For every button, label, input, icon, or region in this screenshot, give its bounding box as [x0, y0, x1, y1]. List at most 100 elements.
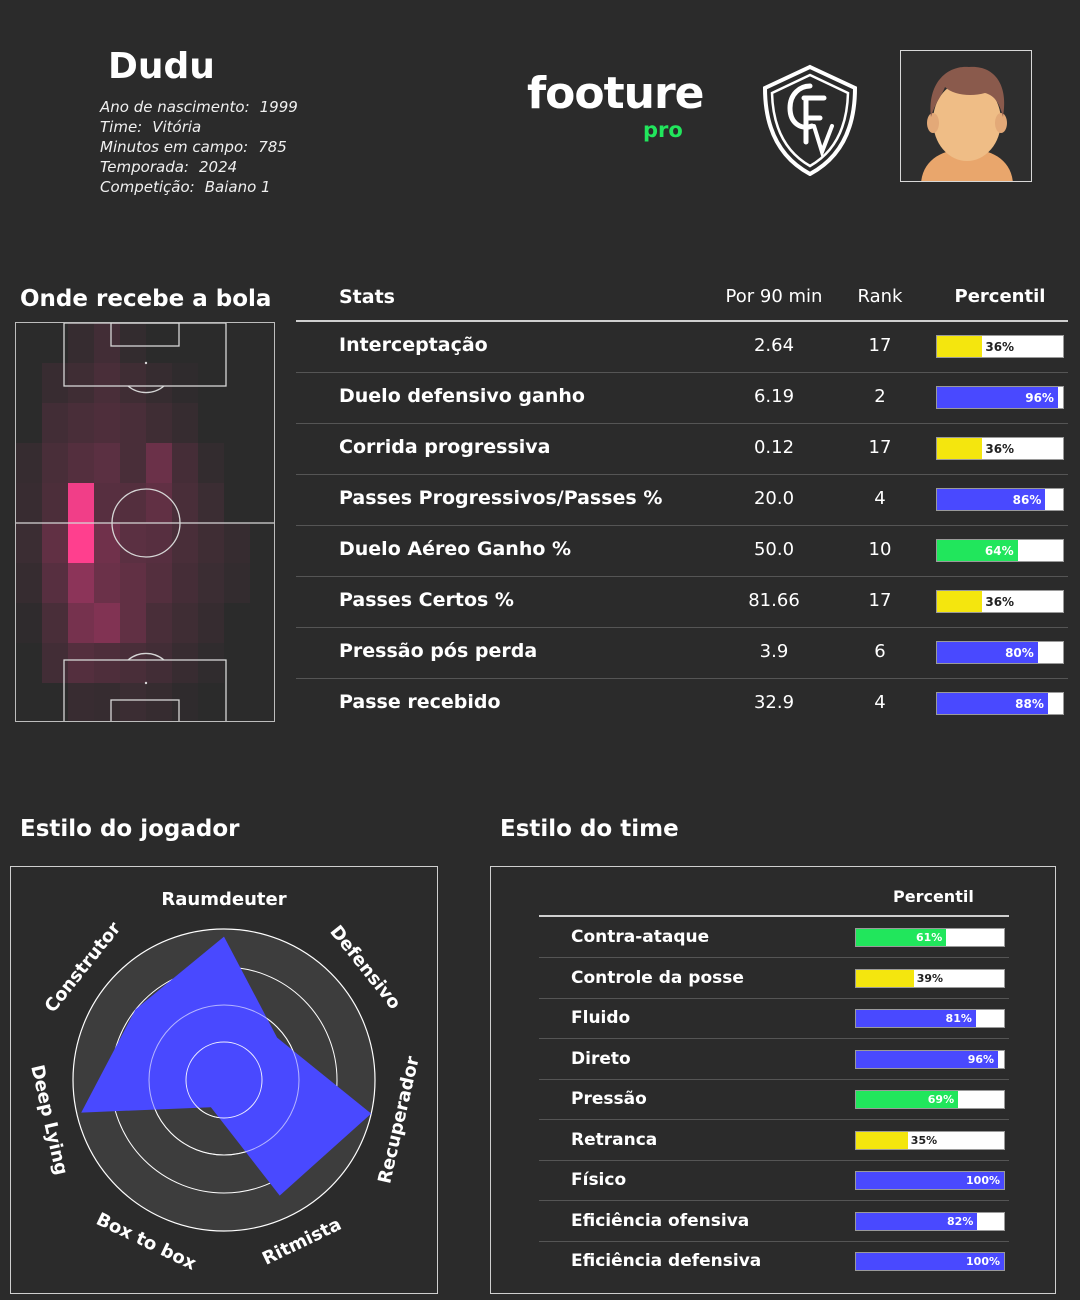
heatmap-cell	[120, 643, 146, 683]
player-style-radar: Raumdeuter Defensivo Recuperador Ritmista Bo…	[10, 866, 438, 1294]
percentile-fill	[937, 591, 983, 612]
player-info-line: Competição: Baiano 1	[100, 178, 271, 196]
percentile-fill	[856, 1212, 978, 1230]
stat-per90: 2.64	[753, 335, 795, 356]
heatmap-title: Onde recebe a bola	[20, 286, 272, 312]
team-style-name: Fluido	[571, 1008, 631, 1028]
percentile-label: 96%	[1025, 390, 1054, 405]
heatmap-cell	[224, 523, 250, 563]
percentile-fill	[937, 438, 983, 459]
team-style-title: Estilo do time	[500, 816, 679, 842]
stats-row: Passe recebido 32.9 4 88%	[296, 679, 1068, 730]
stat-per90: 32.9	[753, 692, 795, 713]
percentile-fill	[856, 969, 914, 987]
heatmap-cell	[94, 403, 120, 443]
percentile-bar: 88%	[936, 692, 1064, 715]
heatmap-cell	[16, 443, 42, 483]
stat-per90: 0.12	[753, 437, 795, 458]
heatmap-cell	[120, 683, 146, 721]
player-info-value: Baiano 1	[204, 178, 271, 196]
percentile-label: 88%	[1015, 696, 1044, 711]
player-info-value: Vitória	[152, 118, 202, 136]
team-style-row: Retranca 35%	[539, 1121, 1009, 1161]
stat-rank: 4	[874, 692, 886, 713]
heatmap-cell	[120, 363, 146, 403]
pitch-svg	[16, 323, 274, 721]
stat-rank: 10	[868, 539, 892, 560]
player-info-label: Minutos em campo:	[100, 138, 249, 156]
stat-name: Interceptação	[339, 334, 488, 356]
heatmap-cell	[94, 363, 120, 403]
heatmap-cell	[146, 603, 172, 643]
team-style-row: Físico 100%	[539, 1161, 1009, 1201]
heatmap-cell	[198, 643, 224, 683]
heatmap-cell	[172, 363, 198, 403]
percentile-bar: 35%	[855, 1130, 1005, 1150]
team-style-name: Controle da posse	[571, 967, 744, 988]
heatmap-cell	[16, 563, 42, 603]
stat-rank: 17	[868, 437, 892, 458]
heatmap-cell	[42, 483, 68, 523]
percentile-fill	[856, 1091, 959, 1108]
stats-body: Interceptação 2.64 17 36% Duelo defensivo ga…	[296, 322, 1068, 730]
percentile-bar: 96%	[855, 1049, 1005, 1069]
percentile-fill	[937, 336, 983, 357]
heatmap-cell	[172, 563, 198, 603]
stats-header-rank: Rank	[857, 286, 903, 307]
heatmap-cell	[68, 323, 94, 363]
stats-row: Pressão pós perda 3.9 6 80%	[296, 628, 1068, 679]
heatmap-cell	[16, 483, 42, 523]
percentile-bar: 39%	[855, 968, 1005, 988]
percentile-fill	[856, 1172, 1004, 1189]
heatmap-cell	[172, 603, 198, 643]
player-info-label: Temporada:	[100, 158, 189, 176]
player-info-label: Ano de nascimento:	[100, 98, 250, 116]
percentile-label: 69%	[927, 1093, 955, 1106]
stat-name: Duelo Aéreo Ganho %	[339, 538, 572, 560]
percentile-bar: 100%	[855, 1171, 1005, 1190]
footure-logo: footure pro	[527, 68, 704, 143]
team-style-name: Pressão	[571, 1089, 647, 1109]
percentile-label: 39%	[916, 971, 944, 985]
player-info-value: 785	[258, 138, 287, 156]
player-info-label: Time:	[100, 118, 143, 136]
stats-header-stats: Stats	[339, 286, 395, 308]
team-style-name: Físico	[571, 1170, 627, 1190]
heatmap-cell	[198, 523, 224, 563]
stat-name: Passe recebido	[339, 691, 501, 713]
percentile-fill	[937, 693, 1048, 714]
radar-chart: RaumdeuterDefensivoRecuperadorRitmistaBo…	[26, 889, 423, 1275]
heatmap-cell	[94, 323, 120, 363]
stats-row: Passes Certos % 81.66 17 36%	[296, 577, 1068, 628]
heatmap-cell	[172, 523, 198, 563]
heatmap-cell	[94, 483, 120, 523]
team-style-panel: Percentil Contra-ataque 61% Controle da po…	[490, 866, 1056, 1294]
stats-header-per90: Por 90 min	[725, 286, 823, 307]
heatmap-cell	[120, 403, 146, 443]
stats-row: Duelo Aéreo Ganho % 50.0 10 64%	[296, 526, 1068, 577]
team-style-name: Contra-ataque	[571, 927, 710, 947]
percentile-fill	[856, 1010, 976, 1027]
heatmap-cell	[146, 643, 172, 683]
radar-axis-label: Raumdeuter	[161, 889, 286, 910]
percentile-bar: 36%	[936, 335, 1064, 358]
heatmap-cell	[68, 523, 94, 563]
percentile-label: 80%	[1005, 645, 1034, 660]
percentile-label: 96%	[967, 1052, 995, 1066]
heatmap-cell	[224, 563, 250, 603]
heatmap-cell	[146, 363, 172, 403]
stat-rank: 4	[874, 488, 886, 509]
heatmap-cell	[94, 683, 120, 721]
stat-rank: 6	[874, 641, 886, 662]
heatmap-cell	[172, 643, 198, 683]
avatar-icon	[921, 66, 1013, 181]
player-info-line: Time: Vitória	[100, 118, 201, 136]
percentile-fill	[856, 1050, 999, 1068]
logo-main-text: footure	[527, 68, 704, 119]
heatmap-cell	[68, 603, 94, 643]
stat-name: Corrida progressiva	[339, 436, 551, 458]
heatmap-cell	[16, 603, 42, 643]
stat-name: Duelo defensivo ganho	[339, 385, 585, 407]
percentile-bar: 81%	[855, 1009, 1005, 1028]
heatmap-cell	[94, 523, 120, 563]
